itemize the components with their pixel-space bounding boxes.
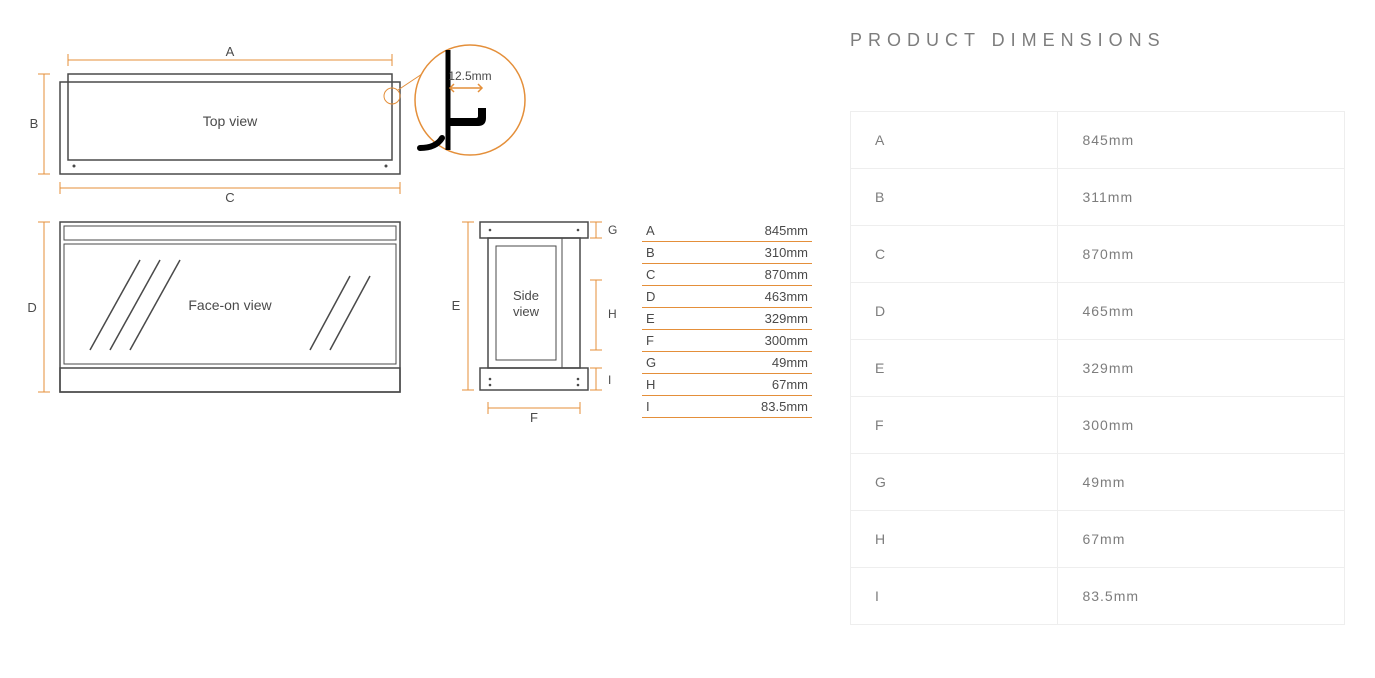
mini-row: A845mm [642,220,812,242]
dim-A: A [226,44,235,59]
mini-row: F300mm [642,330,812,352]
table-row: B311mm [851,169,1345,226]
dim-H: H [608,307,617,321]
dim-E: E [452,298,461,313]
mini-row: G49mm [642,352,812,374]
table-row: A845mm [851,112,1345,169]
table-row: C870mm [851,226,1345,283]
mini-row: B310mm [642,242,812,264]
table-row: G49mm [851,454,1345,511]
table-row: F300mm [851,397,1345,454]
mini-row: H67mm [642,374,812,396]
dim-I: I [608,373,611,387]
mini-row: I83.5mm [642,396,812,418]
face-view-label: Face-on view [188,297,272,313]
dim-D: D [27,300,36,315]
mini-row: D463mm [642,286,812,308]
mini-dimension-table: A845mm B310mm C870mm D463mm E329mm F300m… [642,220,812,418]
table-row: I83.5mm [851,568,1345,625]
mini-row: C870mm [642,264,812,286]
technical-diagram: Top view A C B [30,30,830,435]
top-view-label: Top view [203,113,258,129]
dimension-table: A845mm B311mm C870mm D465mm E329mm F300m… [850,111,1345,625]
dim-G: G [608,223,617,237]
side-view-label-2: view [513,304,540,319]
callout-dim: 12.5mm [448,69,491,83]
table-row: H67mm [851,511,1345,568]
dim-B: B [30,116,39,131]
table-row: D465mm [851,283,1345,340]
table-row: E329mm [851,340,1345,397]
page-title: PRODUCT DIMENSIONS [850,30,1345,51]
side-view-label-1: Side [513,288,539,303]
dim-C: C [225,190,234,205]
mini-row: E329mm [642,308,812,330]
dim-F: F [530,410,538,425]
